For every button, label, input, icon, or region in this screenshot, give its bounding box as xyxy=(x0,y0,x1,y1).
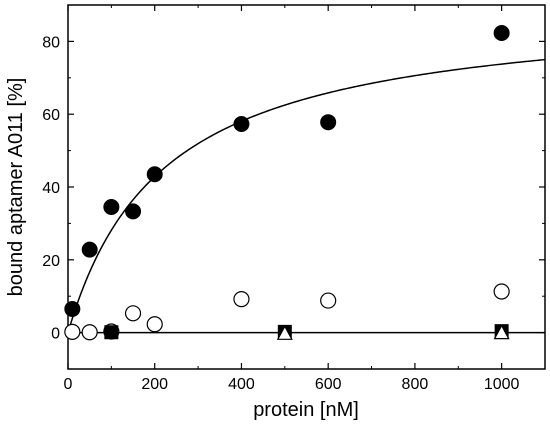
open-circle-point xyxy=(233,291,250,308)
open-circle-point xyxy=(146,316,163,333)
x-tick-label: 1000 xyxy=(484,376,520,393)
filled-circle-point xyxy=(146,166,163,183)
x-tick-label: 400 xyxy=(228,376,255,393)
x-tick-label: 800 xyxy=(402,376,429,393)
open-circle-point xyxy=(64,323,81,340)
y-tick-label: 80 xyxy=(42,34,60,51)
filled-circle-point xyxy=(64,300,81,317)
open-triangle-point xyxy=(276,325,293,340)
data-points xyxy=(64,25,510,341)
filled-square-point xyxy=(104,325,119,340)
filled-circle-point xyxy=(320,114,337,131)
filled-circle-point xyxy=(103,199,120,216)
y-tick-label: 40 xyxy=(42,180,60,197)
open-circle-point xyxy=(124,305,142,322)
y-axis-title: bound aptamer A011 [%] xyxy=(5,78,27,297)
open-circle-point xyxy=(320,292,337,309)
x-axis-title: protein [nM] xyxy=(253,399,359,421)
y-tick-label: 60 xyxy=(42,107,60,124)
filled-circle-point xyxy=(125,203,142,220)
y-tick-label: 0 xyxy=(51,326,60,343)
x-axis: 0 200 400 600 800 1000 xyxy=(64,5,520,393)
filled-circle-point xyxy=(233,116,250,133)
open-circle-point xyxy=(493,283,510,300)
y-axis: 0 20 40 60 80 xyxy=(42,4,545,370)
open-circle-point xyxy=(81,324,98,341)
filled-circle-point xyxy=(493,25,510,42)
open-triangle-point xyxy=(493,324,510,340)
x-tick-label: 0 xyxy=(64,376,73,393)
x-tick-label: 600 xyxy=(315,376,342,393)
y-tick-label: 20 xyxy=(42,253,60,270)
x-tick-label: 200 xyxy=(141,376,168,393)
fit-curve xyxy=(67,58,546,333)
filled-circle-point xyxy=(81,241,98,258)
